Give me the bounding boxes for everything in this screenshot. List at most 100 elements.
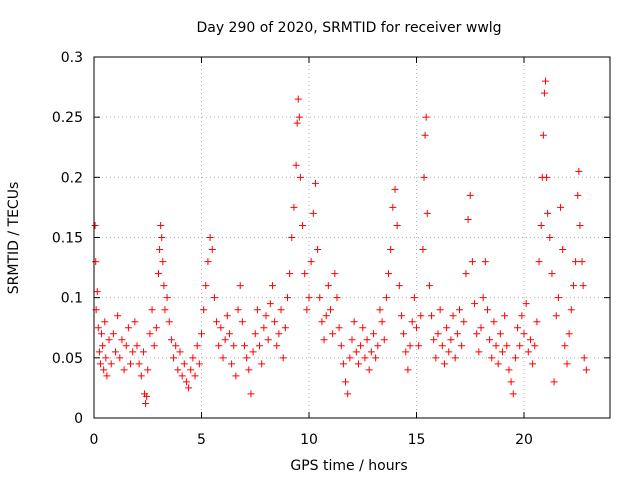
data-point	[251, 330, 259, 338]
data-point	[92, 258, 100, 266]
data-point	[434, 330, 442, 338]
data-point	[501, 312, 509, 320]
data-point	[143, 392, 151, 400]
data-point	[170, 354, 178, 362]
data-point	[361, 354, 369, 362]
data-point	[232, 372, 240, 380]
data-point	[333, 294, 341, 302]
data-point	[161, 306, 169, 314]
data-point	[236, 282, 244, 290]
data-point	[511, 354, 519, 362]
data-point	[565, 330, 573, 338]
data-point	[327, 306, 334, 314]
data-point	[473, 330, 481, 338]
data-point	[420, 173, 428, 181]
data-point	[350, 318, 358, 326]
data-point	[316, 294, 324, 302]
data-point	[464, 215, 472, 223]
data-point	[213, 318, 221, 326]
data-point	[217, 324, 225, 332]
data-point	[120, 366, 128, 374]
data-point	[533, 318, 541, 326]
data-point	[311, 179, 319, 187]
data-point	[346, 354, 354, 362]
data-point	[494, 360, 502, 368]
data-point	[543, 173, 551, 181]
data-point	[447, 336, 455, 344]
data-point	[380, 336, 388, 344]
data-point	[292, 161, 300, 169]
data-point	[453, 330, 461, 338]
data-point	[389, 203, 397, 211]
data-point	[329, 330, 337, 338]
data-point	[526, 336, 534, 344]
data-point	[200, 306, 208, 314]
data-point	[299, 221, 307, 229]
data-point	[195, 360, 203, 368]
data-point	[148, 306, 156, 314]
data-point	[440, 360, 448, 368]
data-point	[348, 336, 356, 344]
data-point	[580, 354, 588, 362]
data-point	[438, 342, 446, 350]
chart-title: Day 290 of 2020, SRMTID for receiver wwl…	[196, 20, 501, 36]
data-point	[314, 246, 322, 254]
data-point	[264, 336, 272, 344]
data-point	[503, 342, 511, 350]
data-point	[509, 390, 517, 398]
data-point	[544, 209, 552, 217]
data-point	[101, 318, 109, 326]
data-point	[234, 306, 242, 314]
data-point	[103, 372, 111, 380]
data-point	[301, 270, 309, 278]
data-point	[307, 258, 315, 266]
data-point	[180, 360, 188, 368]
data-point	[93, 288, 101, 296]
x-tick-label: 10	[300, 432, 318, 448]
data-point	[582, 366, 590, 374]
data-point	[421, 131, 429, 139]
data-point	[225, 330, 233, 338]
data-point	[156, 246, 164, 254]
data-point	[445, 348, 453, 356]
data-point	[290, 203, 298, 211]
data-point	[318, 318, 326, 326]
data-point	[385, 270, 393, 278]
x-tick-label: 5	[197, 432, 206, 448]
data-point	[157, 221, 165, 229]
data-point	[557, 203, 565, 211]
data-point	[305, 294, 313, 302]
data-point	[303, 306, 311, 314]
data-point	[185, 384, 193, 392]
y-tick-label: 0.3	[61, 50, 83, 66]
data-point	[144, 366, 152, 374]
data-point	[342, 378, 350, 386]
data-point	[131, 318, 139, 326]
y-tick-label: 0.25	[52, 110, 83, 126]
data-point	[228, 360, 236, 368]
data-point	[522, 300, 530, 308]
y-axis-label: SRMTID / TECUs	[6, 182, 22, 295]
data-point	[554, 294, 562, 302]
data-point	[415, 342, 423, 350]
data-points	[91, 77, 590, 408]
data-point	[505, 366, 513, 374]
data-point	[520, 330, 528, 338]
data-point	[160, 282, 168, 290]
data-point	[391, 185, 399, 193]
data-point	[432, 354, 440, 362]
data-point	[127, 360, 135, 368]
data-point	[294, 95, 302, 103]
data-point	[253, 306, 261, 314]
tick-labels: 0 0.05 0.1 0.15 0.2 0.25 0.3 0 5 10 15 20	[52, 50, 533, 448]
data-point	[535, 258, 543, 266]
data-point	[395, 282, 403, 290]
data-point	[569, 282, 577, 290]
data-point	[376, 306, 384, 314]
data-point	[499, 348, 506, 356]
data-point	[449, 312, 457, 320]
data-point	[559, 246, 567, 254]
data-point	[516, 342, 524, 350]
data-point	[91, 221, 99, 229]
data-point	[540, 89, 548, 97]
